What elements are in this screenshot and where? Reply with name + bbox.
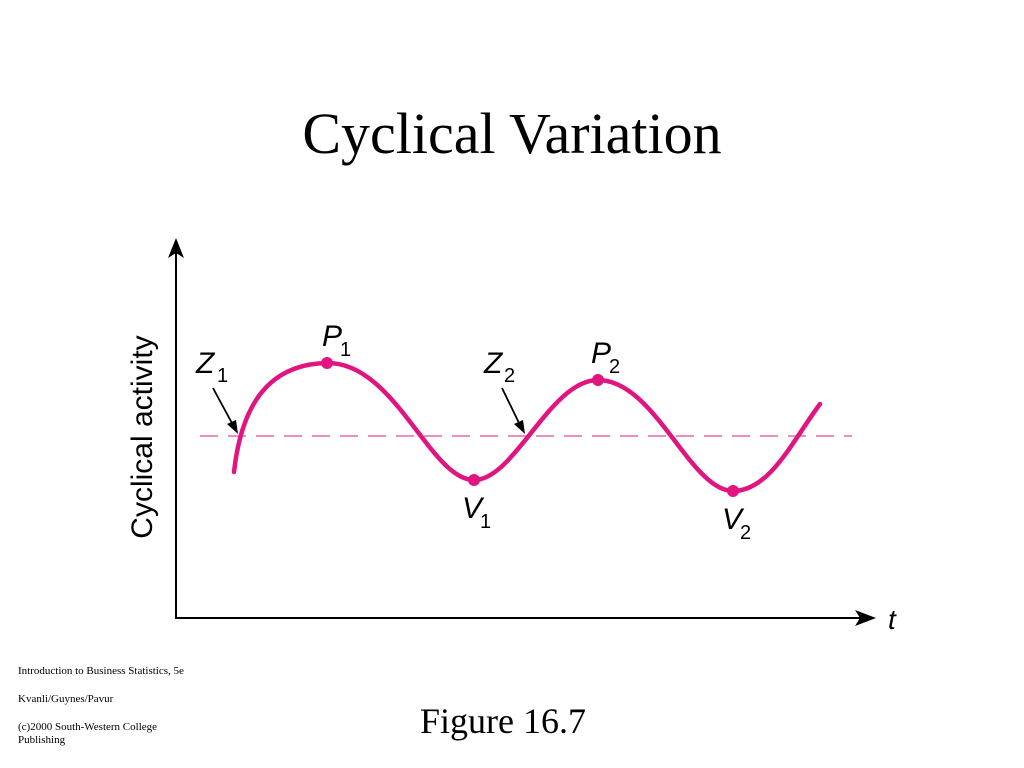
svg-text:2: 2 bbox=[504, 365, 515, 387]
slide-title: Cyclical Variation bbox=[302, 101, 722, 166]
svg-text:1: 1 bbox=[340, 339, 351, 361]
y-axis-label: Cyclical activity bbox=[126, 335, 159, 538]
footer-authors: Kvanli/Guynes/Pavur bbox=[18, 693, 114, 705]
svg-text:P: P bbox=[322, 320, 342, 353]
z2-arrowhead bbox=[514, 420, 525, 434]
cyclical-curve bbox=[231, 360, 823, 494]
label-p2: P 2 bbox=[591, 337, 620, 378]
label-p1: P 1 bbox=[322, 320, 351, 361]
svg-text:P: P bbox=[591, 337, 611, 370]
footer-book-title: Introduction to Business Statistics, 5e bbox=[18, 665, 184, 677]
x-axis-label: t bbox=[888, 604, 897, 635]
label-v1: V 1 bbox=[462, 492, 491, 533]
svg-text:1: 1 bbox=[480, 511, 491, 533]
peak-p2-marker bbox=[592, 374, 604, 386]
footer-copyright: (c)2000 South-Western College Publishing bbox=[18, 721, 158, 746]
svg-text:Z: Z bbox=[195, 347, 216, 380]
z1-arrowhead bbox=[227, 420, 238, 434]
peak-p1-marker bbox=[321, 357, 333, 369]
y-axis-arrowhead bbox=[168, 238, 184, 258]
figure-caption: Figure 16.7 bbox=[420, 701, 586, 741]
svg-text:1: 1 bbox=[217, 365, 228, 387]
svg-text:Z: Z bbox=[483, 347, 504, 380]
svg-text:V: V bbox=[462, 492, 485, 525]
label-z1: Z 1 bbox=[195, 347, 228, 387]
svg-text:V: V bbox=[722, 503, 745, 536]
z1-arrow-line bbox=[212, 387, 234, 426]
label-v2: V 2 bbox=[722, 503, 751, 544]
z2-arrow-line bbox=[501, 387, 521, 426]
svg-text:2: 2 bbox=[609, 356, 620, 378]
valley-v1-marker bbox=[468, 474, 480, 486]
svg-text:2: 2 bbox=[740, 522, 751, 544]
x-axis-arrowhead bbox=[855, 610, 876, 626]
valley-v2-marker bbox=[727, 485, 739, 497]
label-z2: Z 2 bbox=[483, 347, 515, 387]
